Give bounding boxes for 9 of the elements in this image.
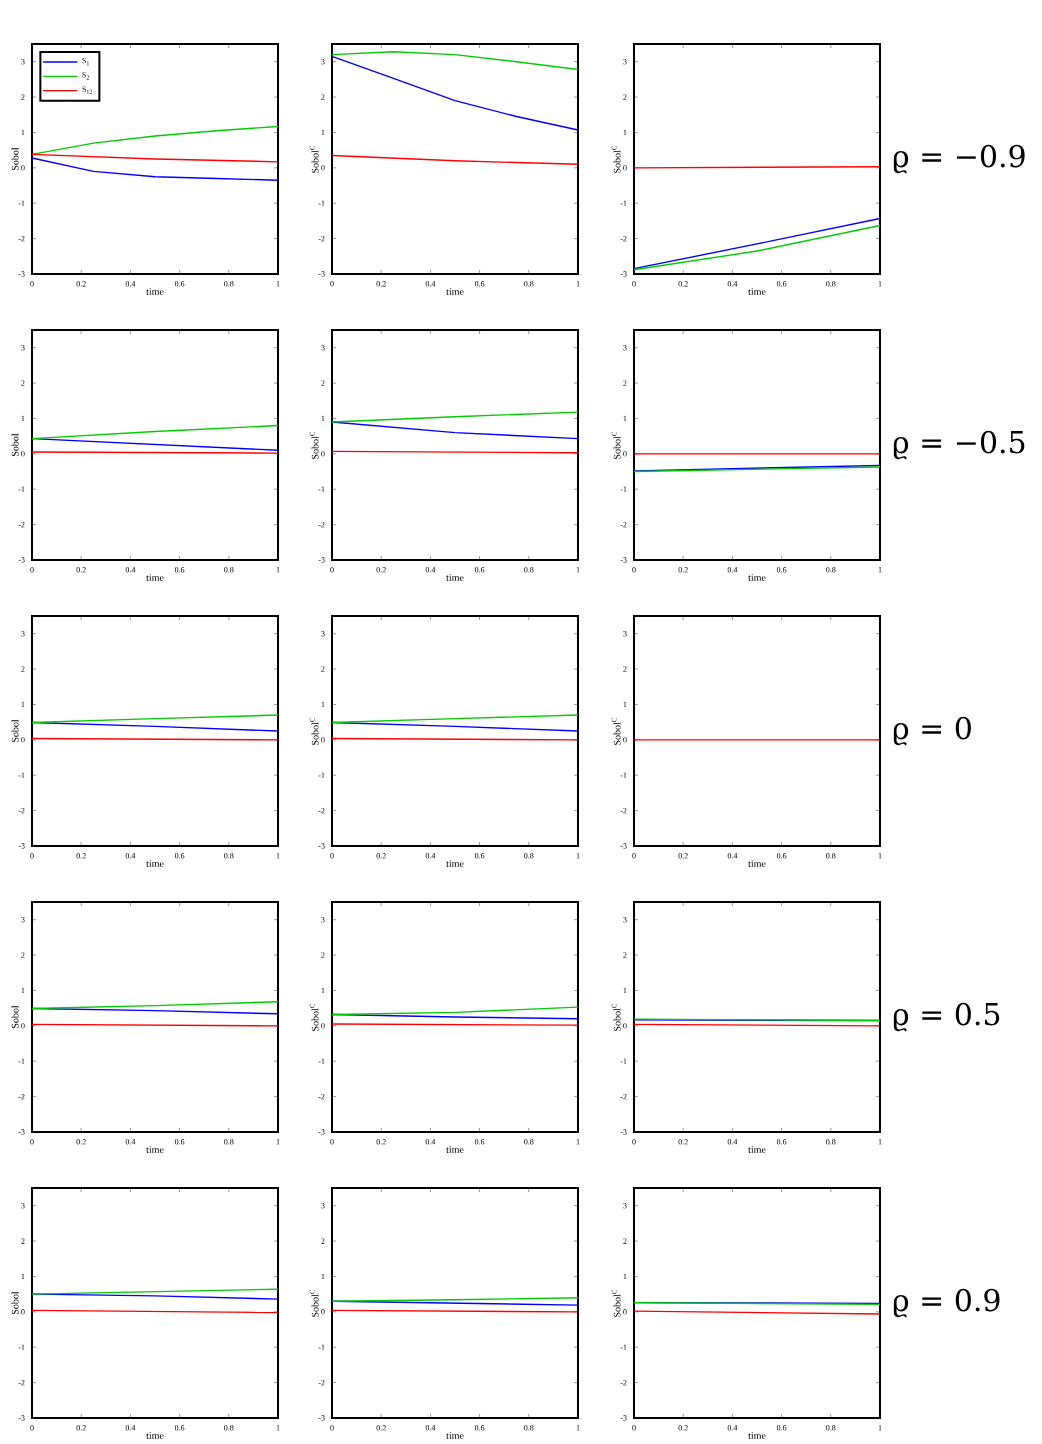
line-series (31, 125, 279, 156)
line-series (31, 157, 279, 181)
line-series (331, 51, 579, 71)
text: ϱ = −0.5 (893, 430, 1025, 460)
line-series (331, 55, 579, 131)
text: ϱ = 0 (893, 716, 971, 746)
text: ϱ = 0.9 (893, 1288, 1000, 1318)
text: ϱ = 0.5 (893, 1002, 1000, 1032)
text: ϱ = −0.9 (893, 144, 1025, 174)
